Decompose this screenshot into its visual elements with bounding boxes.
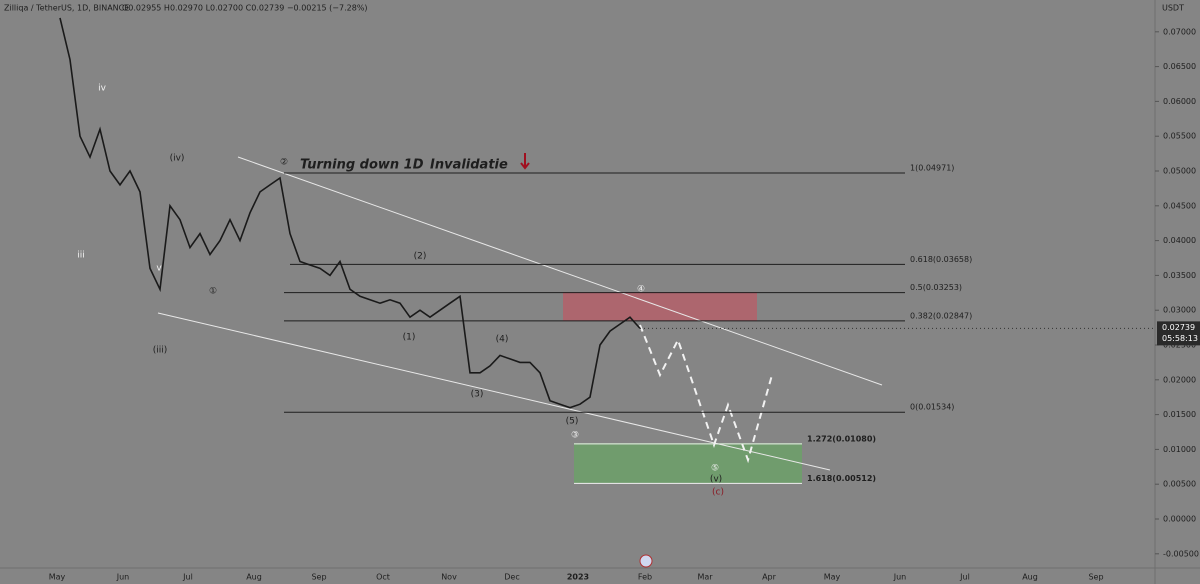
x-tick-label: Jul	[182, 573, 193, 582]
x-tick-label: Jun	[893, 573, 907, 582]
last-price-label: 0.02739	[1162, 323, 1195, 332]
x-tick-label: Oct	[376, 573, 390, 582]
x-tick-label: Sep	[311, 573, 326, 582]
x-tick-label: Aug	[246, 573, 262, 582]
wave-label: (v)	[710, 475, 722, 485]
fib-label: 1.272(0.01080)	[807, 434, 876, 443]
fib-label: 0.382(0.02847)	[910, 311, 972, 320]
fib-label: 0.5(0.03253)	[910, 283, 962, 292]
wave-label: Invalidatie	[430, 158, 508, 173]
y-tick-label: 0.07000	[1163, 27, 1196, 36]
fib-label: 1.618(0.00512)	[807, 474, 876, 483]
y-tick-label: 0.04500	[1163, 201, 1196, 210]
wave-label: (4)	[496, 335, 509, 345]
upper-trendline	[237, 156, 883, 386]
y-tick-label: 0.04000	[1163, 236, 1196, 245]
countdown: 05:58:13	[1162, 334, 1198, 343]
x-tick-label: Jul	[959, 573, 970, 582]
x-tick-label: May	[49, 573, 66, 582]
x-tick-label: Jun	[116, 573, 130, 582]
x-tick-label: Feb	[638, 573, 652, 582]
target-zone	[574, 443, 802, 483]
y-tick-label: 0.01500	[1163, 410, 1196, 419]
y-tick-label: 0.03000	[1163, 306, 1196, 315]
wave-label: (2)	[414, 252, 427, 262]
y-tick-label: 0.01000	[1163, 445, 1196, 454]
wave-label: iii	[77, 251, 85, 261]
wave-label: (iii)	[153, 346, 168, 356]
x-tick-label: Mar	[697, 573, 713, 582]
wave-label: ⑤	[711, 464, 719, 474]
y-tick-label: 0.06000	[1163, 97, 1196, 106]
y-tick-label: 0.05500	[1163, 132, 1196, 141]
wave-label: ④	[637, 285, 645, 295]
ohlc-values: O0.02955 H0.02970 L0.02700 C0.02739 −0.0…	[122, 4, 368, 13]
y-tick-label: 0.05000	[1163, 167, 1196, 176]
price-line	[59, 17, 641, 409]
y-tick-label: 0.02000	[1163, 375, 1196, 384]
wave-label: (iv)	[170, 154, 185, 164]
y-tick-label: -0.00500	[1163, 549, 1199, 558]
wave-label: (3)	[471, 390, 484, 400]
symbol-title: Zilliqa / TetherUS, 1D, BINANCE	[4, 4, 129, 13]
wave-label: ③	[571, 431, 579, 441]
wave-label: (1)	[403, 333, 416, 343]
wave-label: Turning down 1D	[300, 158, 424, 173]
x-tick-label: Apr	[762, 573, 777, 582]
y-tick-label: 0.00500	[1163, 480, 1196, 489]
wave-label: ①	[209, 287, 217, 297]
fib-label: 0(0.01534)	[910, 403, 954, 412]
wave-label: (c)	[712, 488, 724, 498]
fib-label: 1(0.04971)	[910, 164, 954, 173]
y-tick-label: 0.06500	[1163, 62, 1196, 71]
projection-path	[639, 324, 773, 464]
last-price-badge	[1157, 321, 1200, 346]
currency-label: USDT	[1162, 4, 1184, 13]
fib-label: 0.618(0.03658)	[910, 255, 972, 264]
y-tick-label: 0.00000	[1163, 515, 1196, 524]
wave-label: v	[156, 264, 162, 274]
flag-icon	[639, 554, 653, 568]
x-tick-label: Nov	[441, 573, 457, 582]
x-tick-label: Dec	[504, 573, 519, 582]
wave-label: (5)	[566, 417, 579, 427]
x-tick-label: May	[824, 573, 841, 582]
y-tick-label: 0.03500	[1163, 271, 1196, 280]
wave-label: iv	[98, 84, 107, 94]
x-tick-label: Aug	[1022, 573, 1038, 582]
down-arrow	[520, 153, 530, 170]
x-tick-label: Sep	[1088, 573, 1103, 582]
wave-label: ②	[280, 158, 288, 168]
x-tick-label: 2023	[567, 573, 589, 582]
